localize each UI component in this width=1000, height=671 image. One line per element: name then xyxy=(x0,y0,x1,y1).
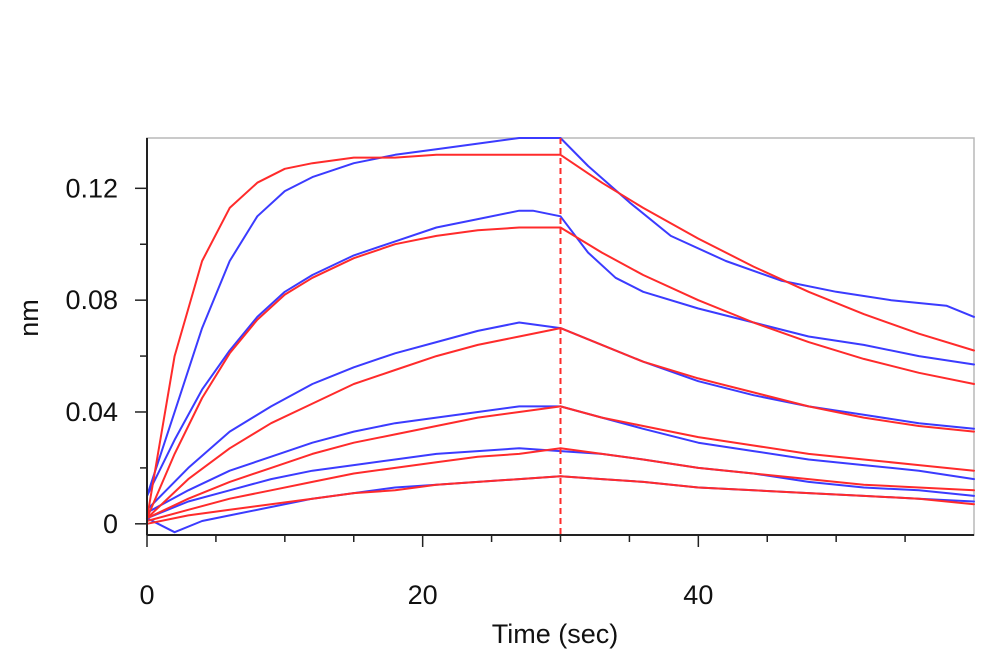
fit-curve xyxy=(146,153,975,520)
measured-curve xyxy=(146,209,975,497)
y-axis-label: nm xyxy=(14,299,44,337)
fit-curve xyxy=(146,475,975,525)
y-tick-label: 0 xyxy=(103,509,118,539)
fit-curve xyxy=(146,447,975,522)
major-ticks xyxy=(135,187,700,547)
x-axis-label: Time (sec) xyxy=(492,619,619,649)
y-tick-label: 0.04 xyxy=(65,397,118,427)
fit-curve xyxy=(146,405,975,520)
measured-curve xyxy=(146,405,975,514)
x-tick-label: 40 xyxy=(683,580,713,610)
y-tick-label: 0.08 xyxy=(65,285,118,315)
measured-curve xyxy=(146,447,975,520)
x-tick-label: 20 xyxy=(408,580,438,610)
fit-curve xyxy=(146,327,975,520)
tick-labels: 0 20 40 0 0.04 0.08 0.12 xyxy=(65,173,713,610)
x-tick-label: 0 xyxy=(139,580,154,610)
series-layer xyxy=(146,137,975,534)
fit-curve xyxy=(146,226,975,520)
measured-curve xyxy=(146,137,975,497)
y-tick-label: 0.12 xyxy=(65,173,118,203)
minor-ticks xyxy=(140,243,906,542)
